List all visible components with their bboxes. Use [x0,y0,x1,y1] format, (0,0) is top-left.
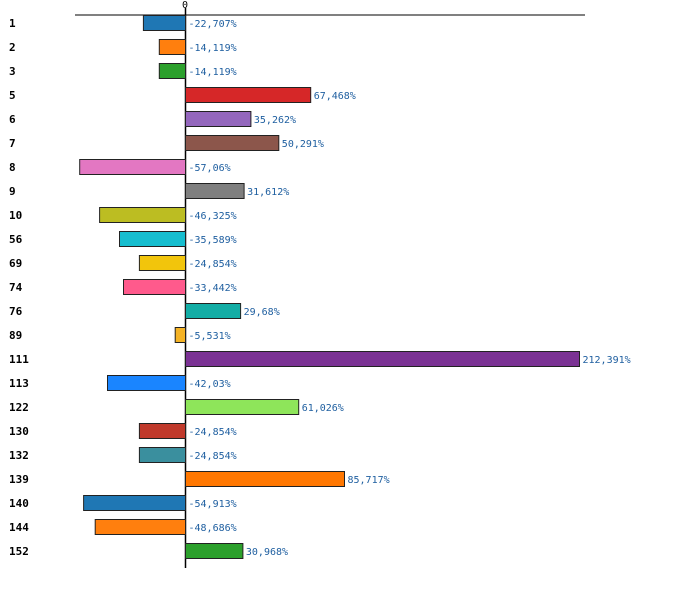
bars-group: 1 -22,707% 2 -14,119% 3 -14,119% 5 67,468% 6 35,2… [9,15,631,559]
value-label: -54,913% [189,499,237,510]
value-label: -14,119% [189,67,237,78]
category-label: 122 [9,401,29,414]
category-label: 140 [9,497,29,510]
value-label: -46,325% [189,211,237,222]
category-label: 152 [9,545,29,558]
value-label: 30,968% [246,547,288,558]
value-label: -57,06% [189,163,231,174]
category-label: 144 [9,521,29,534]
category-label: 2 [9,41,16,54]
bar [185,87,312,103]
bar [158,63,187,79]
value-label: 50,291% [282,139,324,150]
bar [138,255,186,271]
value-label: -24,854% [189,259,237,270]
value-label: 29,68% [244,307,280,318]
category-label: 7 [9,137,16,150]
value-label: 35,262% [254,115,296,126]
category-label: 132 [9,449,29,462]
bar [185,543,244,559]
value-label: 212,391% [583,355,631,366]
category-label: 111 [9,353,29,366]
bar [83,495,186,511]
bar [158,39,187,55]
bar [185,351,580,367]
bar [185,471,345,487]
value-label: -42,03% [189,379,231,390]
bar [107,375,186,391]
category-label: 3 [9,65,16,78]
value-label: -22,707% [189,19,237,30]
zero-tick-label: 0 [182,0,188,11]
bar [185,303,242,319]
category-label: 9 [9,185,16,198]
category-label: 69 [9,257,22,270]
bar [185,135,280,151]
category-label: 76 [9,305,23,318]
bar [138,447,186,463]
value-label: 67,468% [314,91,356,102]
bar [94,519,186,535]
bar [79,159,186,175]
value-label: 85,717% [348,475,390,486]
category-label: 113 [9,377,29,390]
value-label: -33,442% [189,283,237,294]
value-label: -5,531% [189,331,231,342]
category-label: 139 [9,473,29,486]
bar [174,327,186,343]
category-label: 74 [9,281,23,294]
bar [99,207,186,223]
category-label: 1 [9,17,16,30]
bar [142,15,186,31]
bar [123,279,186,295]
value-label: 31,612% [247,187,289,198]
category-label: 130 [9,425,29,438]
value-label: -24,854% [189,427,237,438]
value-label: -48,686% [189,523,237,534]
bar [138,423,186,439]
category-label: 56 [9,233,23,246]
bar [185,183,245,199]
bar [185,111,252,127]
value-label: -14,119% [189,43,237,54]
category-label: 8 [9,161,16,174]
bar [185,399,300,415]
value-label: 61,026% [302,403,344,414]
category-label: 10 [9,209,22,222]
value-label: -24,854% [189,451,237,462]
category-label: 89 [9,329,22,342]
category-label: 5 [9,89,16,102]
category-label: 6 [9,113,16,126]
bar [119,231,186,247]
value-label: -35,589% [189,235,237,246]
